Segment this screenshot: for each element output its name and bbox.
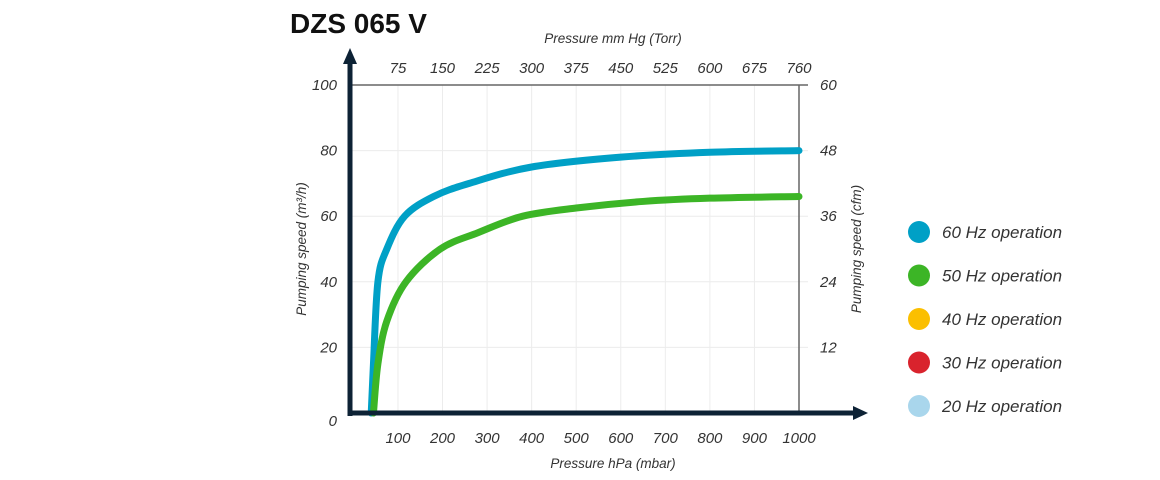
x-tick-label: 600 bbox=[608, 430, 634, 447]
x2-tick-label: 225 bbox=[474, 60, 501, 77]
y2-tick-label: 36 bbox=[820, 208, 837, 225]
series-line-60 bbox=[367, 147, 803, 417]
legend-label: 40 Hz operation bbox=[942, 310, 1062, 329]
x2-tick-label: 75 bbox=[390, 60, 407, 77]
legend-marker bbox=[908, 308, 930, 330]
legend-label: 20 Hz operation bbox=[941, 397, 1062, 416]
x-axis-arrow-icon bbox=[853, 406, 868, 420]
chart-title: DZS 065 V bbox=[290, 8, 427, 39]
x2-axis-label: Pressure mm Hg (Torr) bbox=[544, 31, 682, 46]
y-tick-label: 0 bbox=[329, 413, 338, 430]
x2-tick-label: 375 bbox=[564, 60, 590, 77]
y2-tick-label: 48 bbox=[820, 143, 837, 160]
legend-label: 60 Hz operation bbox=[942, 223, 1062, 242]
x-tick-label: 300 bbox=[475, 430, 501, 447]
y-tick-label: 20 bbox=[319, 339, 337, 356]
legend-marker bbox=[908, 395, 930, 417]
y-tick-label: 40 bbox=[320, 274, 337, 291]
x2-tick-label: 150 bbox=[430, 60, 456, 77]
x-tick-label: 100 bbox=[385, 430, 411, 447]
x-tick-label: 900 bbox=[742, 430, 768, 447]
y-axis-label: Pumping speed (m³/h) bbox=[294, 182, 309, 316]
y2-tick-label: 12 bbox=[820, 339, 837, 356]
legend-label: 50 Hz operation bbox=[942, 267, 1062, 286]
x2-tick-label: 600 bbox=[697, 60, 723, 77]
x-tick-label: 500 bbox=[564, 430, 590, 447]
x-tick-label: 700 bbox=[653, 430, 679, 447]
x2-tick-label: 525 bbox=[653, 60, 679, 77]
legend-marker bbox=[908, 351, 930, 374]
series-line-50 bbox=[369, 193, 803, 417]
x-tick-label: 1000 bbox=[782, 430, 816, 447]
y2-axis-label: Pumping speed (cfm) bbox=[849, 185, 864, 313]
x2-tick-label: 675 bbox=[742, 60, 768, 77]
y-tick-label: 80 bbox=[320, 143, 337, 160]
legend-marker bbox=[908, 264, 930, 287]
legend-label: 30 Hz operation bbox=[942, 354, 1062, 373]
legend-marker bbox=[908, 221, 930, 243]
x2-tick-label: 450 bbox=[608, 60, 634, 77]
x-tick-label: 200 bbox=[429, 430, 456, 447]
x-tick-label: 800 bbox=[697, 430, 723, 447]
x2-tick-label: 300 bbox=[519, 60, 545, 77]
x2-tick-label: 760 bbox=[786, 60, 812, 77]
y-tick-label: 60 bbox=[320, 208, 337, 225]
x-axis-label: Pressure hPa (mbar) bbox=[550, 456, 675, 471]
y-tick-label: 100 bbox=[312, 77, 338, 94]
y2-tick-label: 60 bbox=[820, 77, 837, 94]
y2-tick-label: 24 bbox=[819, 274, 837, 291]
x-tick-label: 400 bbox=[519, 430, 545, 447]
y-axis-arrow-icon bbox=[343, 48, 357, 64]
